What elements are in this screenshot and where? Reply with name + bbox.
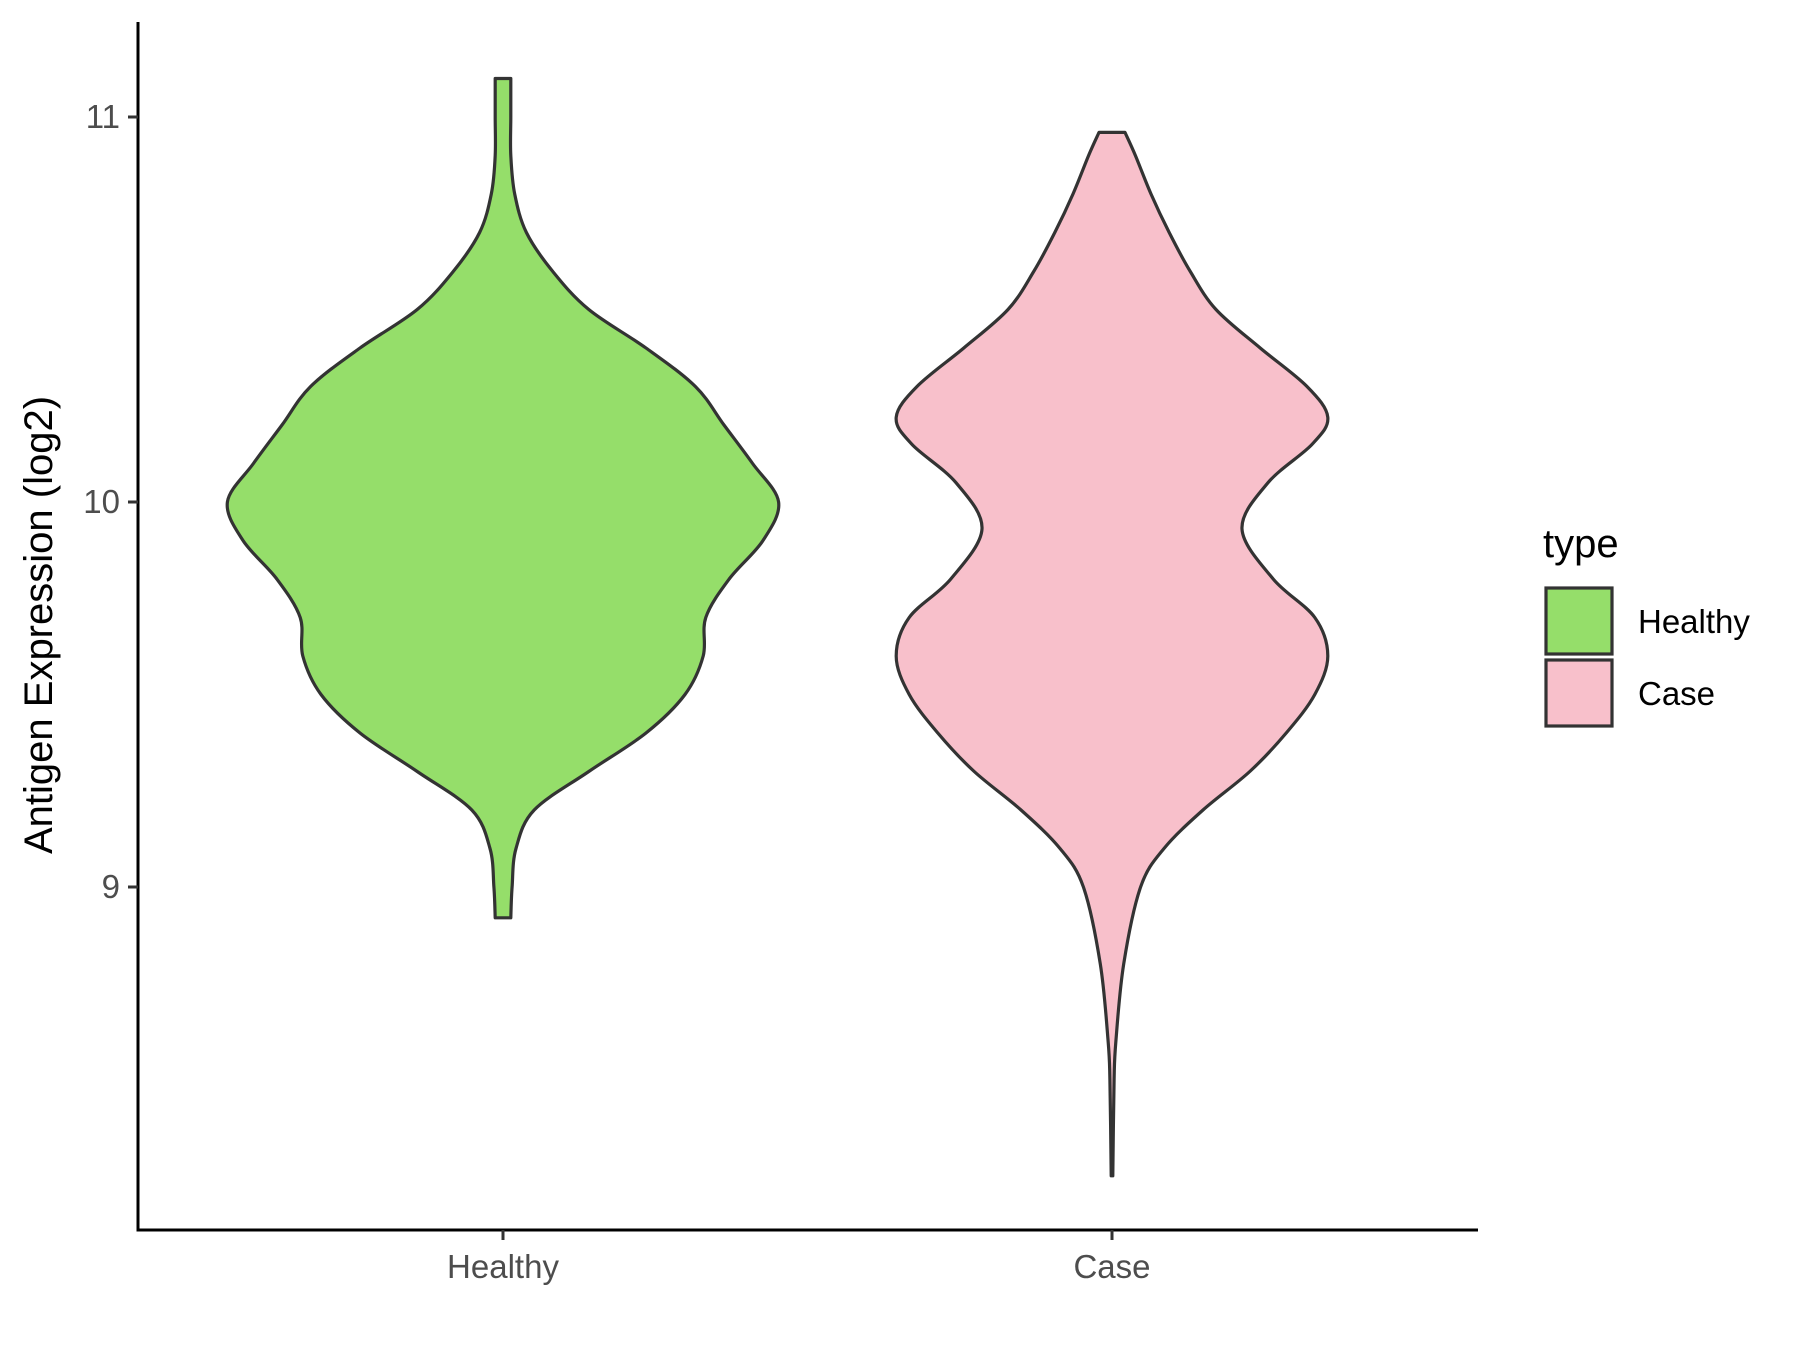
violin-healthy	[225, 76, 781, 920]
y-tick-label: 10	[83, 483, 120, 520]
x-tick-label: Case	[1073, 1248, 1150, 1285]
legend-label: Healthy	[1638, 603, 1750, 640]
y-tick-label: 9	[102, 868, 120, 905]
legend-key-healthy	[1544, 586, 1614, 656]
violins-group	[225, 76, 1330, 1178]
x-tick-label: Healthy	[447, 1248, 559, 1285]
y-tick-label: 11	[86, 98, 120, 135]
violin-case	[894, 130, 1330, 1178]
axes-group: 9 10 11 Healthy Case Antigen Expression (log2…	[17, 22, 1478, 1285]
legend-label: Case	[1638, 675, 1715, 712]
legend-title: type	[1543, 522, 1619, 566]
y-axis-title: Antigen Expression (log2)	[17, 396, 61, 854]
legend-key-case	[1544, 658, 1614, 728]
legend: type Healthy Case	[1543, 522, 1750, 728]
